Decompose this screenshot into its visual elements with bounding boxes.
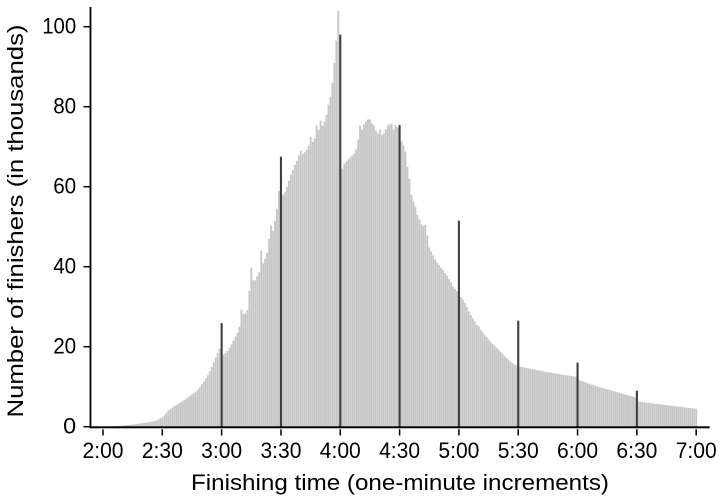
svg-text:4:00: 4:00 — [320, 438, 361, 463]
svg-text:Finishing time (one-minute inc: Finishing time (one-minute increments) — [191, 470, 609, 495]
svg-text:2:00: 2:00 — [83, 438, 124, 463]
svg-text:5:30: 5:30 — [498, 438, 539, 463]
svg-text:4:30: 4:30 — [379, 438, 420, 463]
svg-text:5:00: 5:00 — [438, 438, 479, 463]
svg-text:100: 100 — [42, 14, 76, 39]
svg-text:20: 20 — [53, 334, 76, 359]
svg-text:6:30: 6:30 — [616, 438, 657, 463]
svg-text:0: 0 — [63, 414, 76, 439]
svg-text:80: 80 — [53, 94, 76, 119]
svg-text:3:30: 3:30 — [260, 438, 301, 463]
svg-text:7:00: 7:00 — [676, 438, 717, 463]
svg-text:3:00: 3:00 — [201, 438, 242, 463]
svg-text:6:00: 6:00 — [557, 438, 598, 463]
svg-text:2:30: 2:30 — [142, 438, 183, 463]
svg-text:40: 40 — [53, 254, 76, 279]
svg-text:60: 60 — [53, 174, 76, 199]
svg-text:Number of finishers (in thousa: Number of finishers (in thousands) — [3, 25, 28, 418]
